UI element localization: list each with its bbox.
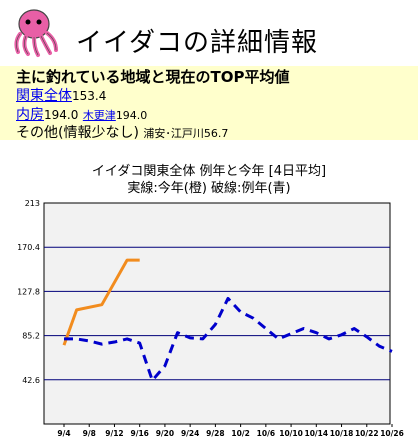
other-detail: 浦安･江戸川56.7 xyxy=(143,127,229,140)
x-tick-label: 10/2 xyxy=(231,429,249,438)
x-tick-label: 9/24 xyxy=(181,429,199,438)
region-row-other: その他(情報少なし) 浦安･江戸川56.7 xyxy=(16,122,228,142)
octopus-icon xyxy=(14,9,58,57)
region-row-kanto: 関東全体153.4 xyxy=(16,85,106,105)
spot-value: 194.0 xyxy=(115,109,148,122)
x-tick-label: 9/20 xyxy=(156,429,174,438)
x-tick-label: 10/18 xyxy=(330,429,354,438)
series-line-this-year xyxy=(62,258,140,346)
region-link-uchibo[interactable]: 内房 xyxy=(16,107,44,123)
series-line-past-years xyxy=(64,296,393,382)
y-tick-label: 127.8 xyxy=(17,287,40,296)
x-tick-label: 9/8 xyxy=(83,429,96,438)
x-tick-label: 9/28 xyxy=(206,429,224,438)
x-tick-label: 10/10 xyxy=(279,429,303,438)
x-tick-label: 9/12 xyxy=(105,429,123,438)
region-link-kanto[interactable]: 関東全体 xyxy=(16,88,72,104)
x-tick-label: 10/14 xyxy=(304,429,328,438)
region-heading: 主に釣れている地域と現在のTOP平均値 xyxy=(16,68,290,86)
y-tick-label: 42.6 xyxy=(22,376,40,385)
y-tick-label: 85.2 xyxy=(22,332,40,341)
y-tick-label: 170.4 xyxy=(17,243,40,252)
x-tick-label: 10/6 xyxy=(257,429,275,438)
y-tick-label: 213 xyxy=(25,199,40,208)
spot-link-kisarazu[interactable]: 木更津 xyxy=(82,109,116,122)
region-row-uchibo: 内房194.0 木更津194.0 xyxy=(16,104,147,124)
plot-area xyxy=(43,202,391,425)
chart-title: イイダコ関東全体 例年と今年 [4日平均] xyxy=(91,164,327,179)
region-value: 153.4 xyxy=(72,89,107,103)
page-title: イイダコの詳細情報 xyxy=(76,28,318,58)
x-tick-label: 10/26 xyxy=(380,429,404,438)
region-value: 194.0 xyxy=(44,108,79,122)
chart-subtitle: 実線:今年(橙) 破線:例年(青) xyxy=(127,181,291,196)
page-header: イイダコの詳細情報 xyxy=(0,0,418,64)
x-tick-label: 10/22 xyxy=(355,429,379,438)
x-tick-label: 9/16 xyxy=(130,429,148,438)
region-info-panel: 主に釣れている地域と現在のTOP平均値 関東全体153.4 内房194.0 木更… xyxy=(0,66,418,142)
other-label: その他(情報少なし) xyxy=(16,125,139,141)
line-chart: 213 170.4 127.8 85.2 42.6 9/4 9/8 9/12 9/16 9/20 9… xyxy=(17,199,404,438)
x-tick-label: 9/4 xyxy=(57,429,70,438)
